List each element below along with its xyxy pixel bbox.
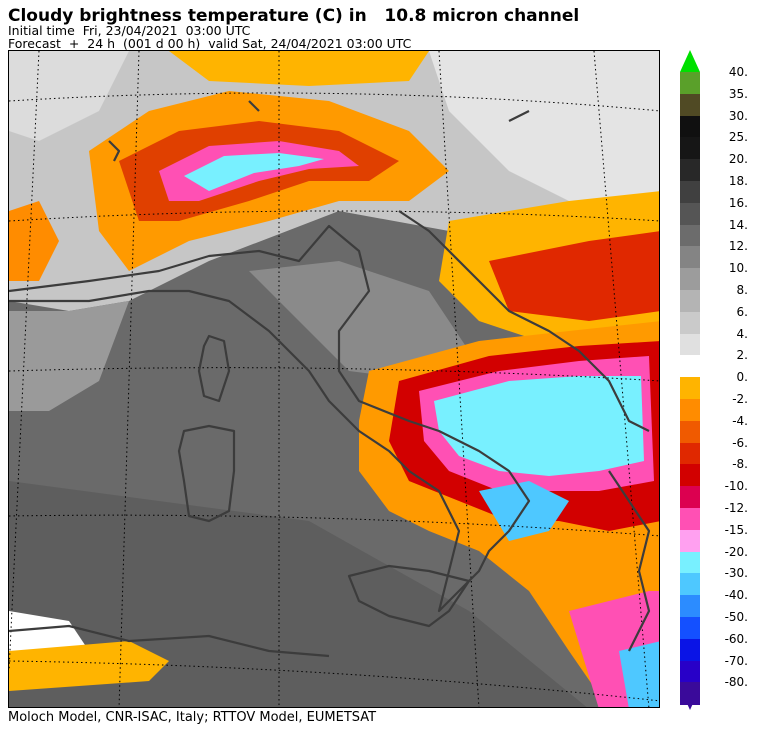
colorbar-segment <box>680 137 700 160</box>
sicily-coast <box>347 564 471 628</box>
colorbar-segment <box>680 595 700 618</box>
colorbar-label: -8. <box>732 457 748 472</box>
model-credits: Moloch Model, CNR-ISAC, Italy; RTTOV Mod… <box>8 710 377 725</box>
colorbar-label: -4. <box>732 413 748 428</box>
colorbar-segment <box>680 290 700 313</box>
colorbar-segment <box>680 246 700 269</box>
colorbar-label: -60. <box>724 631 748 646</box>
chart-title: Cloudy brightness temperature (C) in 10.… <box>8 6 580 26</box>
cloud-white-nw <box>9 51 129 141</box>
colorbar-label: 10. <box>728 261 748 276</box>
colorbar-label: -15. <box>724 522 748 537</box>
colorbar-segment <box>680 72 700 95</box>
corsica-coast <box>197 334 231 403</box>
colorbar-segment <box>680 660 700 683</box>
colorbar-segment <box>680 420 700 444</box>
colorbar-label: -80. <box>724 675 748 690</box>
colorbar-label: -10. <box>724 479 748 494</box>
colorbar-label: -20. <box>724 544 748 559</box>
storm-blue-south <box>479 481 569 541</box>
forecast-valid-time: Forecast + 24 h (001 d 00 h) valid Sat, … <box>8 36 412 51</box>
greece-coast <box>608 470 651 652</box>
colorbar-segment <box>680 159 700 182</box>
lon-line-4 <box>438 51 480 707</box>
colorbar-segment <box>680 551 700 574</box>
storm-cyan <box>434 376 644 476</box>
colorbar-segment <box>680 93 700 117</box>
colorbar-segment <box>680 573 700 596</box>
colorbar-segment <box>680 464 700 487</box>
colorbar-label: -6. <box>732 435 748 450</box>
colorbar-label: 35. <box>728 86 748 101</box>
colorbar-segment <box>680 224 700 247</box>
cloud-grey-west <box>9 301 129 411</box>
colorbar-segment <box>680 508 700 531</box>
colorbar-segment <box>680 181 700 204</box>
colorbar-label: -30. <box>724 566 748 581</box>
colorbar-segment <box>680 115 700 138</box>
colorbar-label: 14. <box>728 217 748 232</box>
colorbar-label: 40. <box>728 65 748 79</box>
colorbar-segment <box>680 529 700 553</box>
colorbar-segment <box>680 333 700 356</box>
colorbar-segment <box>680 311 700 335</box>
lon-line-5 <box>593 51 650 707</box>
colorbar-segment <box>680 617 700 640</box>
colorbar-segment <box>680 442 700 465</box>
north-cloud-orange <box>169 51 429 86</box>
colorbar-label: 25. <box>728 130 748 145</box>
colorbar-label: 4. <box>736 326 748 341</box>
balkan-cloud-red <box>489 231 659 321</box>
colorbar-label: 2. <box>736 348 748 363</box>
italy-coast <box>9 224 531 613</box>
colorbar-segment <box>680 268 700 291</box>
adriatic-cloud <box>249 261 469 381</box>
map-graphic <box>9 51 659 707</box>
colorbar-label: 20. <box>728 152 748 167</box>
colorbar-label: 0. <box>736 370 748 385</box>
initial-time: Initial time Fri, 23/04/2021 03:00 UTC <box>8 23 251 38</box>
colorbar-segment <box>680 486 700 509</box>
graticule <box>9 51 659 707</box>
colorbar-label: 6. <box>736 304 748 319</box>
colorbar-label: -40. <box>724 588 748 603</box>
colorbar-label: -12. <box>724 501 748 515</box>
lake-3 <box>508 110 530 122</box>
colorbar-label: 16. <box>728 195 748 210</box>
alps-cloud-cyan <box>184 153 324 191</box>
africa-coast <box>9 624 330 658</box>
colorbar-segment <box>680 638 700 662</box>
colorbar-lower-arrow <box>680 688 700 710</box>
colorbar-label: 30. <box>728 108 748 123</box>
colorbar-labels: 40. 35. 30. 25. 20. 18. 16. 14. 12. 10. 8. 6. 4. 2. 0.… <box>700 0 760 731</box>
west-cloud-orange <box>9 201 59 281</box>
colorbar-label: 8. <box>736 283 748 297</box>
lon-line-2 <box>118 51 140 707</box>
lake-2 <box>248 100 260 112</box>
se-storm-blue <box>619 641 659 707</box>
colorbar-segment <box>680 355 700 378</box>
colorbar-label: -2. <box>732 392 748 406</box>
sea-dark-south <box>9 481 587 707</box>
colorbar-label: -50. <box>724 610 748 624</box>
colorbar-segment <box>680 377 700 400</box>
colorbar-segment <box>680 202 700 226</box>
coastlines <box>9 100 651 658</box>
balkan-coast <box>398 210 650 432</box>
colorbar-upper-arrow <box>680 50 700 72</box>
cloud-white-ne <box>429 51 659 211</box>
lake-1 <box>108 140 121 162</box>
africa-orange <box>9 641 169 691</box>
colorbar-label: 18. <box>728 174 748 188</box>
sardinia-coast <box>177 424 236 523</box>
satellite-map <box>8 50 660 708</box>
colorbar-label: -70. <box>724 653 748 668</box>
colorbar-label: 12. <box>728 239 748 254</box>
colorbar-segment <box>680 399 700 422</box>
